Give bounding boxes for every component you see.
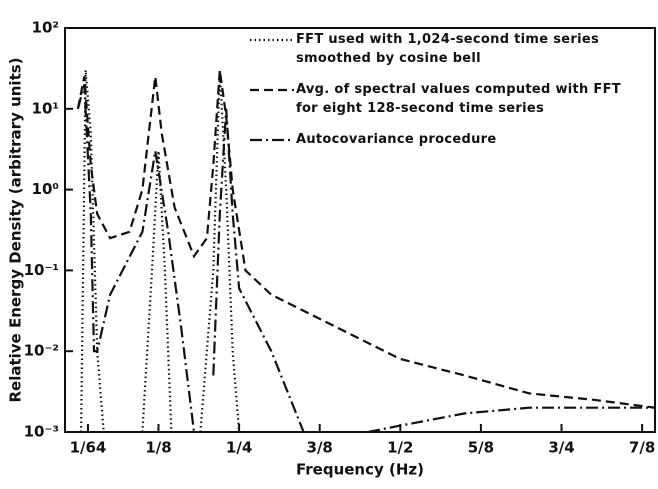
plot-frame — [64, 27, 656, 433]
legend-swatch — [250, 38, 294, 42]
legend: FFT used with 1,024-second time series s… — [248, 30, 643, 161]
x-tick-label: 7/8 — [629, 439, 655, 457]
y-tick-label: 10² — [32, 19, 59, 37]
legend-item: FFT used with 1,024-second time series s… — [248, 30, 643, 68]
legend-label: Autocovariance procedure — [296, 132, 497, 147]
x-tick-label: 1/2 — [387, 439, 413, 457]
x-tick-label: 1/4 — [226, 439, 252, 457]
y-tick-label: 10⁻¹ — [24, 261, 59, 279]
series-line — [76, 70, 655, 409]
x-tick-label: 5/8 — [468, 439, 494, 457]
x-tick-label: 1/64 — [70, 439, 107, 457]
legend-swatch — [250, 138, 294, 142]
legend-item: Autocovariance procedure — [248, 130, 643, 149]
series-line — [76, 84, 655, 432]
y-tick-label: 10⁰ — [32, 180, 59, 198]
x-axis-label: Frequency (Hz) — [296, 461, 424, 479]
legend-label: FFT used with 1,024-second time series s… — [296, 32, 599, 66]
y-tick-label: 10⁻³ — [24, 423, 59, 441]
legend-item: Avg. of spectral values computed with FF… — [248, 80, 643, 118]
series-line — [80, 70, 241, 432]
y-tick-label: 10¹ — [32, 99, 59, 117]
x-tick-label: 3/4 — [548, 439, 574, 457]
x-tick-label: 1/8 — [145, 439, 171, 457]
y-axis-label: Relative Energy Density (arbitrary units… — [7, 57, 25, 402]
legend-label: Avg. of spectral values computed with FF… — [296, 82, 621, 116]
legend-swatch — [250, 88, 294, 92]
y-tick-label: 10⁻² — [24, 342, 59, 360]
x-tick-label: 3/8 — [307, 439, 333, 457]
